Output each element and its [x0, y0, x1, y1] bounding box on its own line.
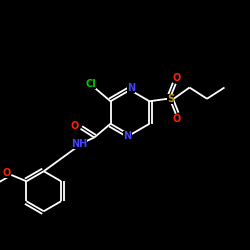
Text: NH: NH	[71, 139, 87, 149]
Text: O: O	[71, 121, 79, 131]
Text: S: S	[167, 94, 174, 104]
Text: N: N	[124, 131, 132, 141]
Text: N: N	[127, 83, 135, 93]
Text: O: O	[172, 73, 181, 83]
Text: O: O	[3, 168, 11, 178]
Text: O: O	[172, 114, 181, 124]
Text: Cl: Cl	[85, 80, 96, 90]
